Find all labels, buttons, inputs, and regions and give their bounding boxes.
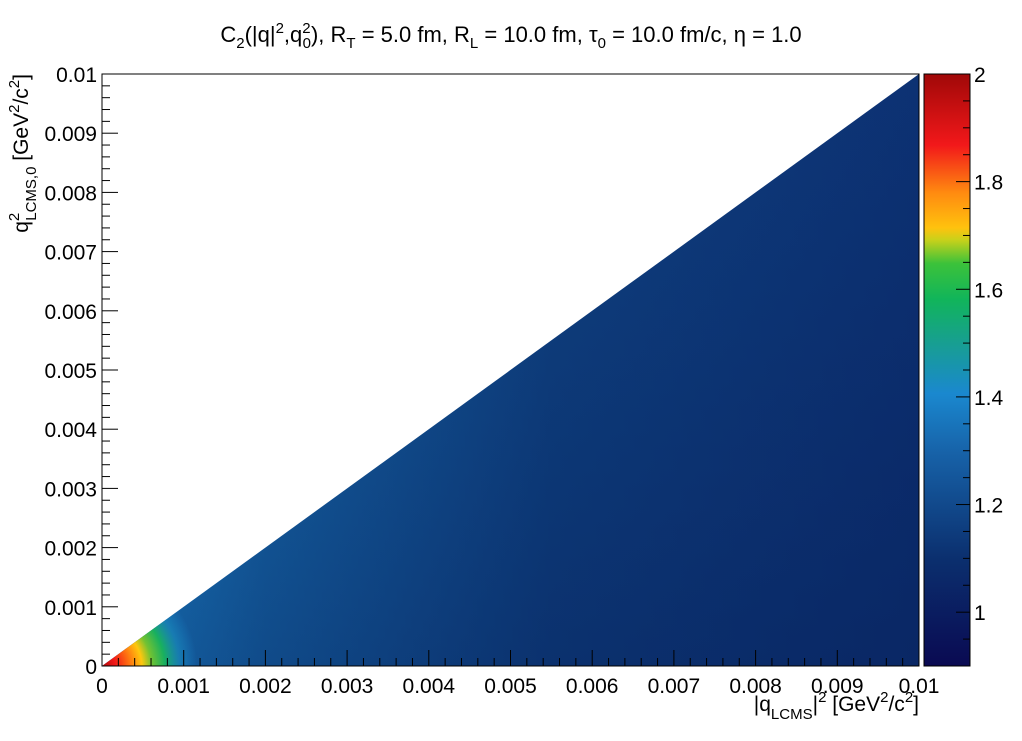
x-tick-label: 0.001 [157, 675, 210, 698]
y-tick-label: 0.003 [44, 478, 97, 501]
colorbar-tick-label: 1.2 [974, 495, 1003, 518]
colorbar-tick-label: 1.6 [974, 279, 1003, 302]
heatmap-region [102, 74, 919, 666]
x-tick-label: 0.005 [484, 675, 537, 698]
x-tick-label: 0.003 [321, 675, 374, 698]
y-tick-label: 0 [85, 656, 97, 679]
y-tick-label: 0.002 [44, 538, 97, 561]
y-tick-label: 0.009 [44, 123, 97, 146]
colorbar [923, 73, 971, 667]
y-tick-label: 0.004 [44, 419, 97, 442]
x-axis: 0 0.001 0.002 0.003 0.004 0.005 0.006 0.007 0.00… [96, 650, 939, 698]
x-tick-label: 0.008 [729, 675, 782, 698]
colorbar-axis: 1 1.2 1.4 1.6 1.8 2 [956, 64, 1004, 667]
x-axis-title: |qLCMS|2 [GeV2/c2] [754, 689, 919, 723]
x-tick-label: 0 [96, 675, 108, 698]
colorbar-tick-label: 1.4 [974, 387, 1004, 410]
y-tick-label: 0.008 [44, 182, 97, 205]
colorbar-tick-label: 2 [974, 64, 986, 87]
x-tick-label: 0.01 [899, 675, 940, 698]
x-tick-label: 0.004 [403, 675, 456, 698]
colorbar-tick-label: 1 [974, 602, 986, 625]
colorbar-tick-label: 1.8 [974, 172, 1003, 195]
y-tick-label: 0.01 [56, 64, 97, 87]
x-tick-label: 0.009 [811, 675, 864, 698]
chart-title: C2(|q|2,q2 0), RT = 5.0 fm, RL = 10.0 fm,… [220, 20, 801, 52]
y-tick-label: 0.006 [44, 301, 97, 324]
y-tick-label: 0.005 [44, 360, 97, 383]
y-axis-title: q2LCMS,0 [GeV2/c2] [6, 74, 40, 233]
x-tick-label: 0.006 [566, 675, 619, 698]
y-tick-label: 0.001 [44, 597, 97, 620]
x-tick-label: 0.007 [648, 675, 701, 698]
x-tick-label: 0.002 [239, 675, 292, 698]
y-tick-label: 0.007 [44, 242, 97, 265]
y-axis: 0 0.001 0.002 0.003 0.004 0.005 0.006 0.007 0.00… [44, 64, 118, 679]
